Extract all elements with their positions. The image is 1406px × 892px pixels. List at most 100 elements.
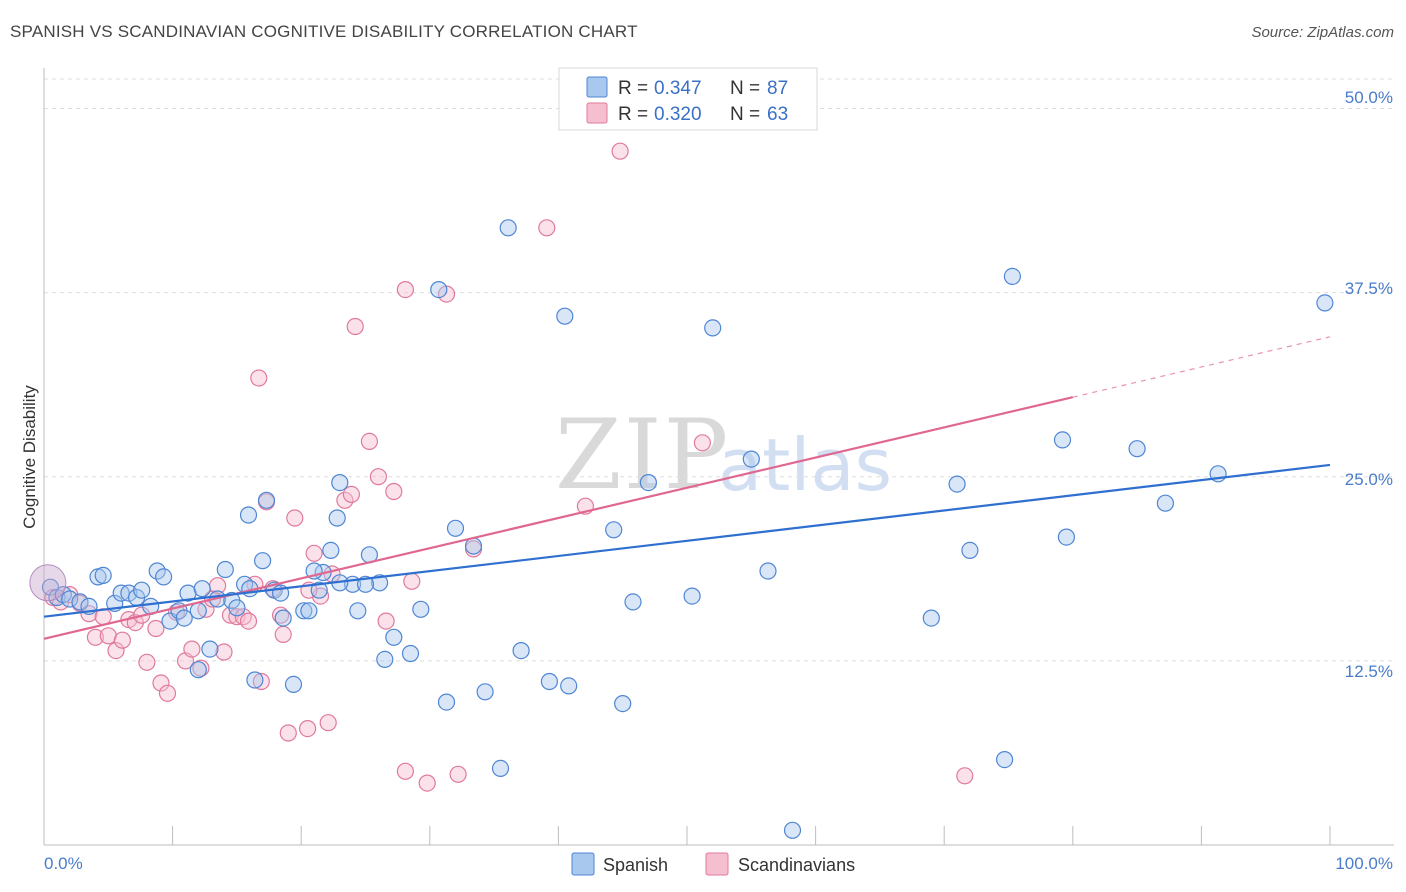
spanish-point-59 <box>540 672 559 691</box>
y-axis-title: Cognitive Disability <box>20 385 39 529</box>
spanish-point-73 <box>961 541 979 560</box>
spanish-point-38 <box>310 581 328 599</box>
spanish-point-21 <box>193 580 211 598</box>
scandinavian-point-43 <box>342 485 360 503</box>
spanish-point-66 <box>683 587 701 605</box>
watermark-atlas: atlas <box>718 423 892 507</box>
spanish-point-58 <box>512 641 530 660</box>
spanish-point-79 <box>1156 494 1175 512</box>
bottom-legend-label-scandinavian: Scandinavians <box>738 855 855 875</box>
spanish-point-30 <box>254 552 272 570</box>
spanish-point-56 <box>491 759 510 778</box>
spanish-point-41 <box>328 509 346 527</box>
x-tick-label-max: 100.0% <box>1335 854 1393 873</box>
scandinavian-point-19 <box>183 640 201 658</box>
scandinavian-point-13 <box>138 653 156 671</box>
scandinavian-point-54 <box>449 765 467 783</box>
scandinavian-point-42 <box>336 491 354 509</box>
spanish-point-46 <box>371 574 389 592</box>
spanish-point-75 <box>1003 267 1022 285</box>
bottom-legend-swatch-spanish <box>571 852 595 876</box>
gridlines <box>44 78 1394 662</box>
scandinavian-point-40 <box>319 714 337 732</box>
scandinavian-point-31 <box>252 672 270 691</box>
y-tick-label-25: 25.0% <box>1345 470 1393 489</box>
legend-n-value-scandinavian: 63 <box>767 104 788 125</box>
scandinavian-point-50 <box>396 762 414 780</box>
scandinavian-point-56 <box>538 219 556 237</box>
bottom-legend-label-spanish: Spanish <box>603 855 668 875</box>
spanish-point-55 <box>476 683 494 701</box>
spanish-point-52 <box>437 693 456 711</box>
scandinavian-point-49 <box>396 281 414 299</box>
spanish-point-50 <box>412 600 430 618</box>
scandinavian-point-59 <box>693 434 712 452</box>
scandinavian-point-33 <box>272 606 290 624</box>
scandinavian-trend-line <box>43 396 1074 640</box>
spanish-point-57 <box>499 219 517 237</box>
y-tick-label-12-5: 12.5% <box>1345 662 1393 681</box>
spanish-point-69 <box>759 562 777 580</box>
spanish-point-72 <box>948 475 966 493</box>
scandinavian-point-14 <box>147 619 165 638</box>
spanish-point-3 <box>61 590 79 608</box>
scandinavian-point-48 <box>385 482 403 501</box>
spanish-point-71 <box>922 609 940 627</box>
x-tick-label-min: 0.0% <box>44 854 83 873</box>
legend-n-label-spanish: N = <box>730 78 760 99</box>
spanish-point-22 <box>201 640 219 658</box>
watermark-zip: ZIP <box>555 399 730 511</box>
legend-r-value-scandinavian: 0.320 <box>654 104 702 125</box>
spanish-point-77 <box>1057 528 1076 546</box>
legend-n-value-spanish: 87 <box>767 78 788 99</box>
scandinavian-point-60 <box>956 767 974 785</box>
spanish-point-20 <box>189 661 207 679</box>
scandinavian-point-38 <box>305 544 323 562</box>
spanish-point-37 <box>300 602 318 620</box>
spanish-point-42 <box>331 474 349 492</box>
top-legend: R = 0.347 N = 87 R = 0.320 N = 63 <box>558 67 818 131</box>
scandinavian-point-45 <box>360 432 378 450</box>
spanish-point-74 <box>995 750 1014 769</box>
spanish-point-44 <box>349 602 367 620</box>
spanish-point-15 <box>155 568 173 586</box>
spanish-point-51 <box>430 281 448 299</box>
chart-title: SPANISH VS SCANDINAVIAN COGNITIVE DISABI… <box>10 22 638 41</box>
y-tick-label-50: 50.0% <box>1345 88 1393 107</box>
scandinavian-point-37 <box>299 719 317 738</box>
spanish-point-76 <box>1053 431 1072 449</box>
spanish-point-61 <box>560 677 578 695</box>
trend-lines <box>43 336 1331 640</box>
spanish-point-4 <box>71 593 89 611</box>
scandinavian-point-52 <box>418 774 436 792</box>
spanish-point-12 <box>133 581 151 599</box>
spanish-point-24 <box>216 560 234 579</box>
spanish-point-67 <box>704 319 722 337</box>
spanish-point-35 <box>284 675 303 694</box>
spanish-point-54 <box>464 537 483 555</box>
spanish-point-60 <box>556 307 574 325</box>
spanish-point-65 <box>639 474 658 492</box>
spanish-point-62 <box>605 521 623 539</box>
spanish-point-68 <box>742 450 760 468</box>
bottom-legend: Spanish Scandinavians <box>571 852 855 876</box>
legend-r-label-spanish: R = <box>618 78 648 99</box>
spanish-point-14 <box>148 562 166 580</box>
spanish-point-81 <box>1316 294 1334 312</box>
scandinavian-trend-line-extension <box>1072 336 1331 398</box>
y-tick-label-37-5: 37.5% <box>1345 279 1393 298</box>
spanish-point-70 <box>783 821 802 839</box>
spanish-point-29 <box>246 671 264 689</box>
spanish-point-84 <box>189 602 207 620</box>
spanish-point-7 <box>94 566 112 585</box>
spanish-points <box>29 219 1334 839</box>
spanish-point-26 <box>228 599 246 617</box>
scandinavian-point-34 <box>274 625 292 644</box>
scandinavian-point-16 <box>158 684 177 702</box>
scandinavian-point-44 <box>346 317 364 336</box>
spanish-point-18 <box>175 609 193 627</box>
cluster-point-large <box>29 564 67 602</box>
chart-source: Source: ZipAtlas.com <box>1251 24 1394 41</box>
scandinavian-point-28 <box>239 612 258 630</box>
spanish-point-78 <box>1128 440 1146 458</box>
